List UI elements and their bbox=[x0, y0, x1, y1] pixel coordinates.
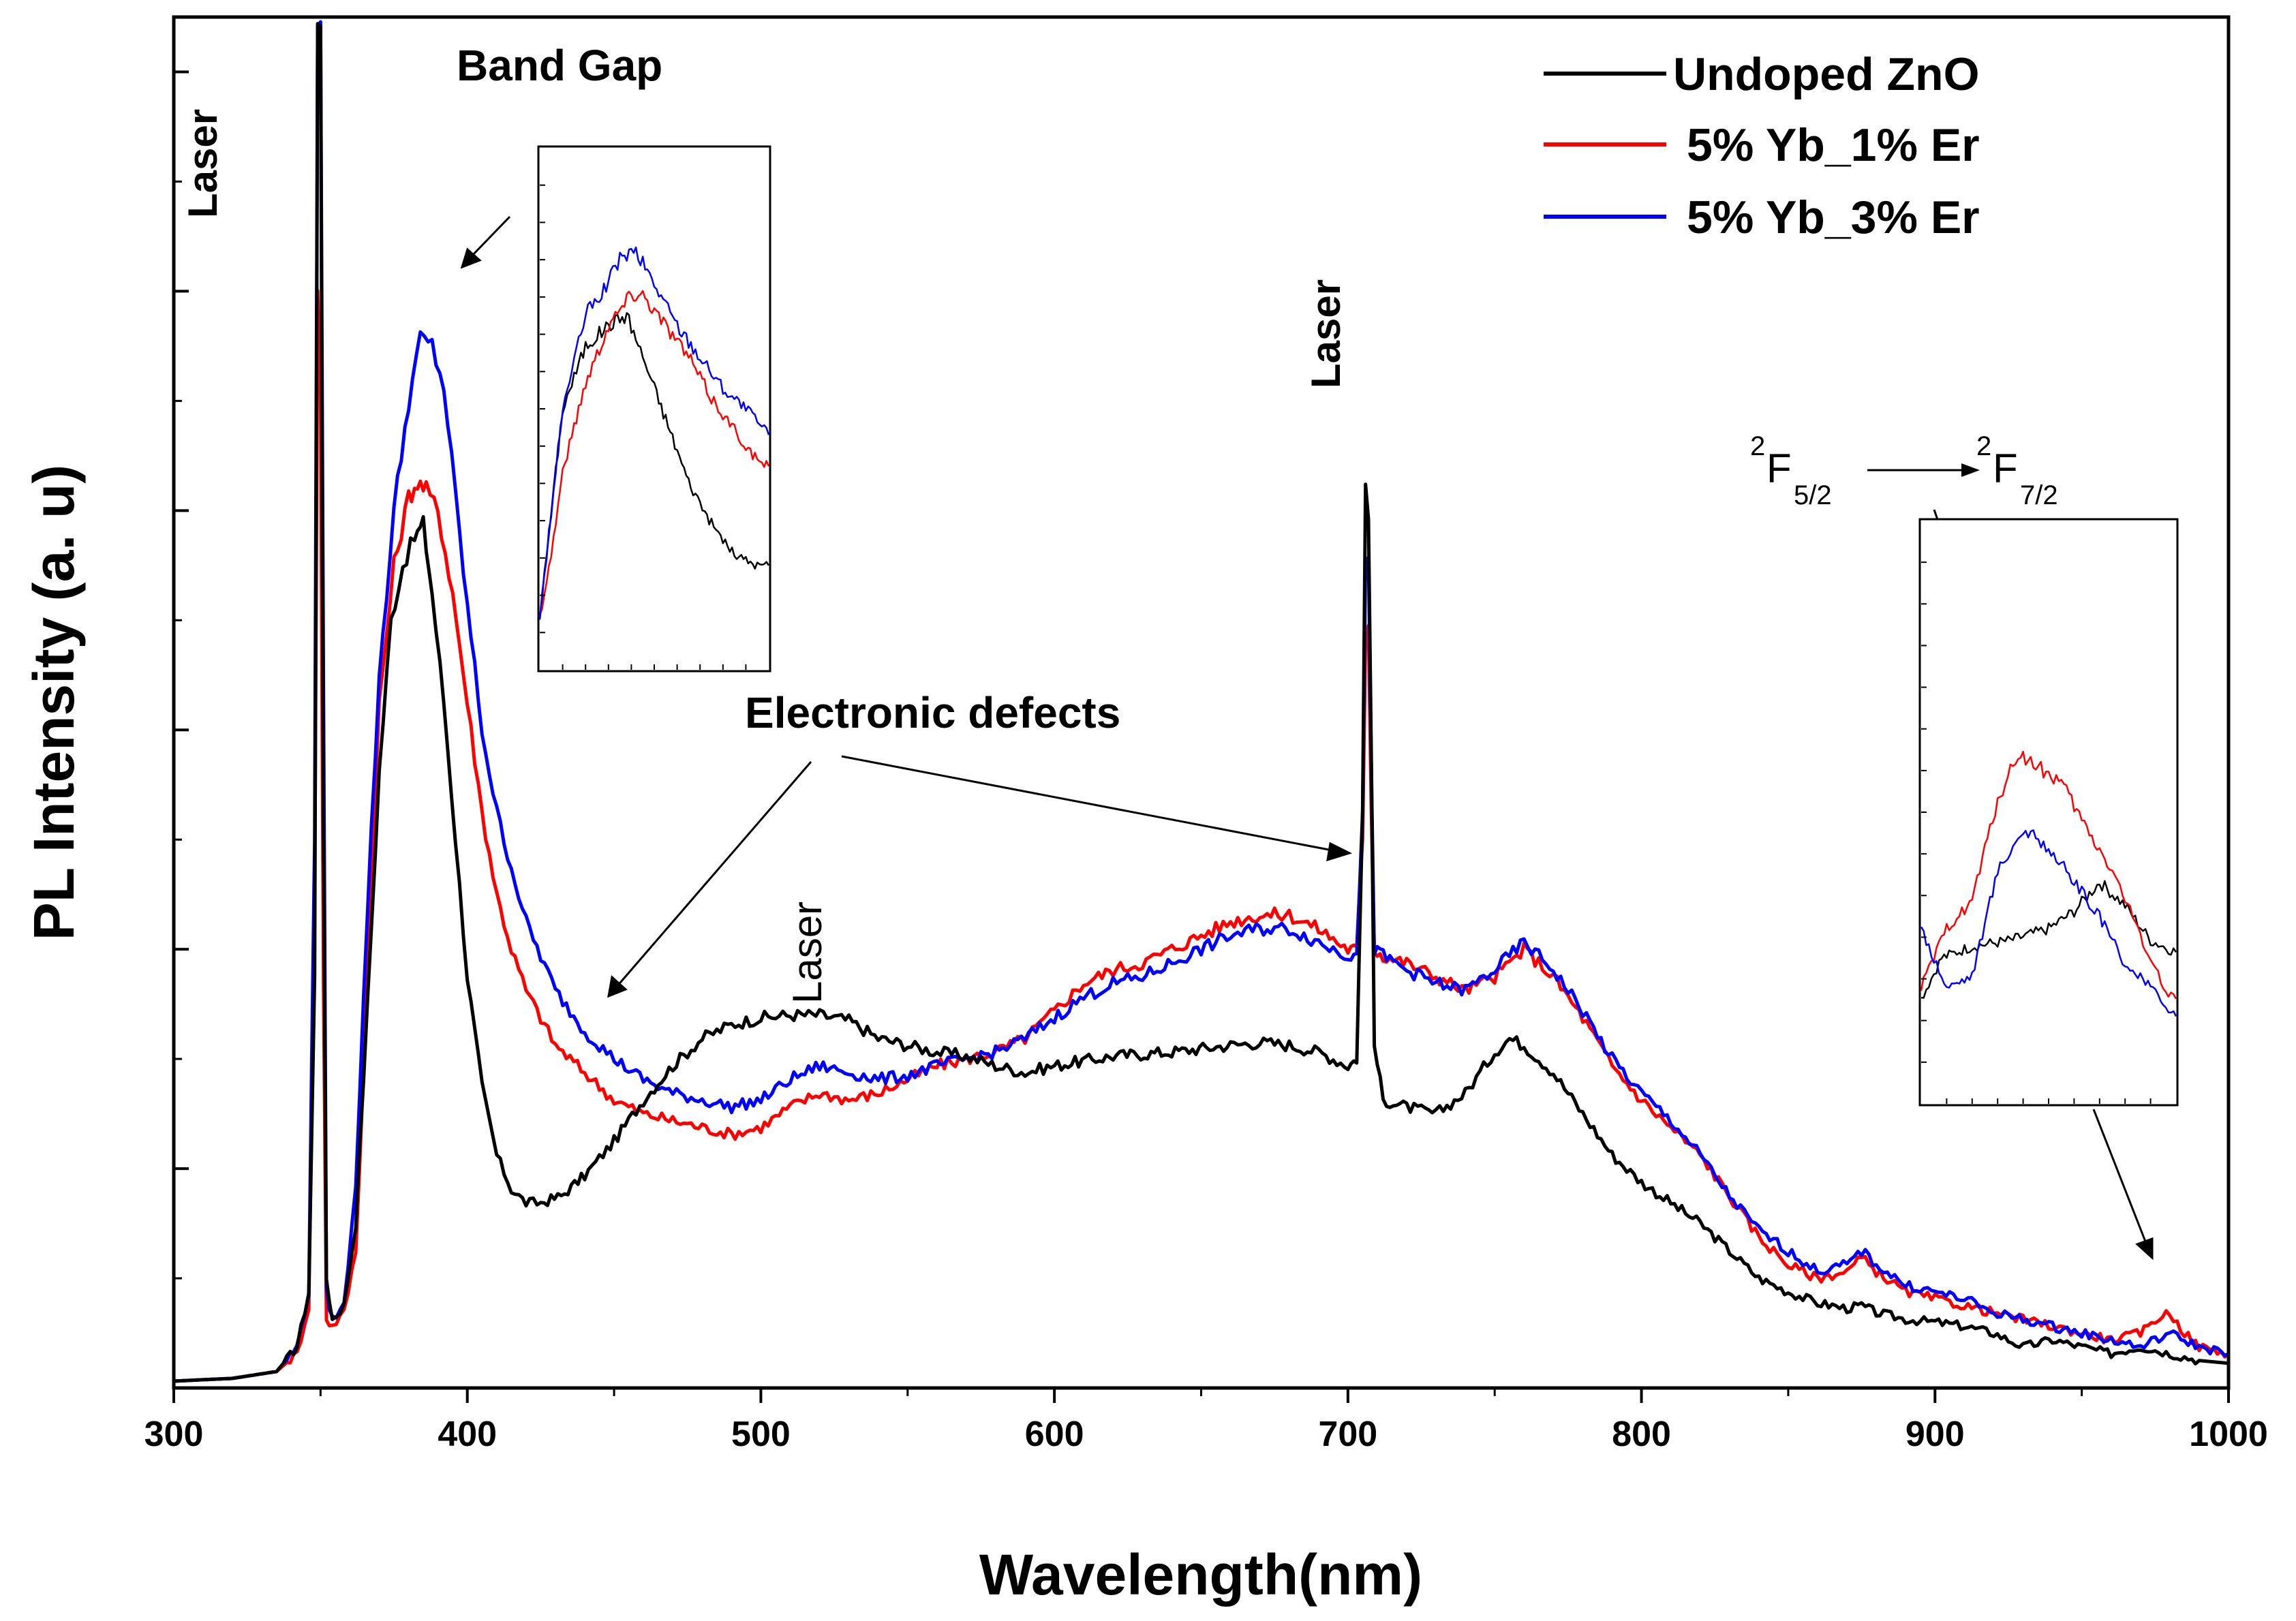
x-tick-label: 800 bbox=[1612, 1415, 1671, 1454]
transition-to-sup: 2 bbox=[1976, 431, 1991, 461]
x-axis: 300 400 500 600 700 800 900 1000 bbox=[144, 1388, 2268, 1454]
transition-from-sup: 2 bbox=[1750, 431, 1765, 461]
x-tick-label: 600 bbox=[1025, 1415, 1084, 1454]
inset-series-line bbox=[538, 246, 770, 620]
inset-yb-transition-frame bbox=[1918, 518, 2179, 1107]
yb-transition-label: 2 F 5/2 2 F 7/2 bbox=[1750, 431, 2058, 510]
y-axis bbox=[174, 70, 189, 1280]
transition-from-sub: 5/2 bbox=[1794, 480, 1832, 510]
band-gap-arrow bbox=[469, 215, 511, 259]
inset-band-gap bbox=[537, 145, 771, 673]
band-gap-label: Band Gap bbox=[457, 41, 662, 90]
series-layer bbox=[173, 20, 2230, 1383]
inset-yb-transition-ticks bbox=[1921, 561, 2152, 1104]
inset-to-peak-arrow bbox=[2092, 1109, 2147, 1242]
series-line-2 bbox=[173, 20, 2230, 1383]
y-axis-title: PL Intensity (a. u) bbox=[22, 465, 86, 941]
legend: Undoped ZnO 5% Yb_1% Er 5% Yb_3% Er bbox=[1544, 48, 1980, 243]
inset-yb-transition-curves bbox=[1920, 750, 2177, 1017]
defects-arrowhead-left bbox=[607, 975, 628, 998]
defects-arrowhead-right bbox=[1326, 842, 1352, 862]
x-axis-title: Wavelength(nm) bbox=[979, 1543, 1422, 1607]
x-tick-label: 500 bbox=[731, 1415, 791, 1454]
x-tick-label: 700 bbox=[1318, 1415, 1377, 1454]
transition-from: F bbox=[1766, 446, 1792, 491]
inset-series-line bbox=[1920, 750, 2177, 1000]
inset-to-peak-arrowhead bbox=[2135, 1237, 2154, 1261]
transition-arrow-head bbox=[1961, 463, 1980, 477]
series-line-0 bbox=[173, 22, 2229, 1383]
series-line-1 bbox=[173, 289, 2230, 1383]
inset-series-line bbox=[538, 312, 770, 620]
inset-series-line bbox=[1920, 880, 2177, 999]
electronic-defects-label: Electronic defects bbox=[745, 688, 1120, 737]
legend-label-yb3-er: 5% Yb_3% Er bbox=[1687, 191, 1980, 243]
inset-yb-transition bbox=[1918, 518, 2179, 1107]
defects-arrow-left bbox=[615, 761, 812, 987]
inset-band-gap-curves bbox=[538, 246, 770, 620]
defects-arrow-right bbox=[841, 755, 1333, 852]
laser-label-520nm: Laser bbox=[784, 901, 830, 1004]
inset-band-gap-ticks bbox=[540, 184, 747, 670]
legend-label-yb1-er: 5% Yb_1% Er bbox=[1687, 119, 1980, 171]
inset-series-line bbox=[1920, 829, 2177, 1017]
inset-band-gap-frame bbox=[537, 145, 771, 673]
band-gap-arrowhead bbox=[460, 247, 482, 269]
x-tick-label: 300 bbox=[144, 1415, 204, 1454]
transition-to: F bbox=[1993, 446, 2018, 491]
laser-label-707nm: Laser bbox=[1303, 279, 1349, 388]
inset-series-line bbox=[538, 290, 770, 616]
x-tick-label: 400 bbox=[438, 1415, 497, 1454]
laser-label-348nm: Laser bbox=[180, 109, 226, 218]
transition-to-sub: 7/2 bbox=[2020, 480, 2058, 510]
legend-label-undoped-zno: Undoped ZnO bbox=[1673, 48, 1979, 100]
x-tick-label: 900 bbox=[1905, 1415, 1965, 1454]
x-tick-label: 1000 bbox=[2189, 1415, 2268, 1454]
